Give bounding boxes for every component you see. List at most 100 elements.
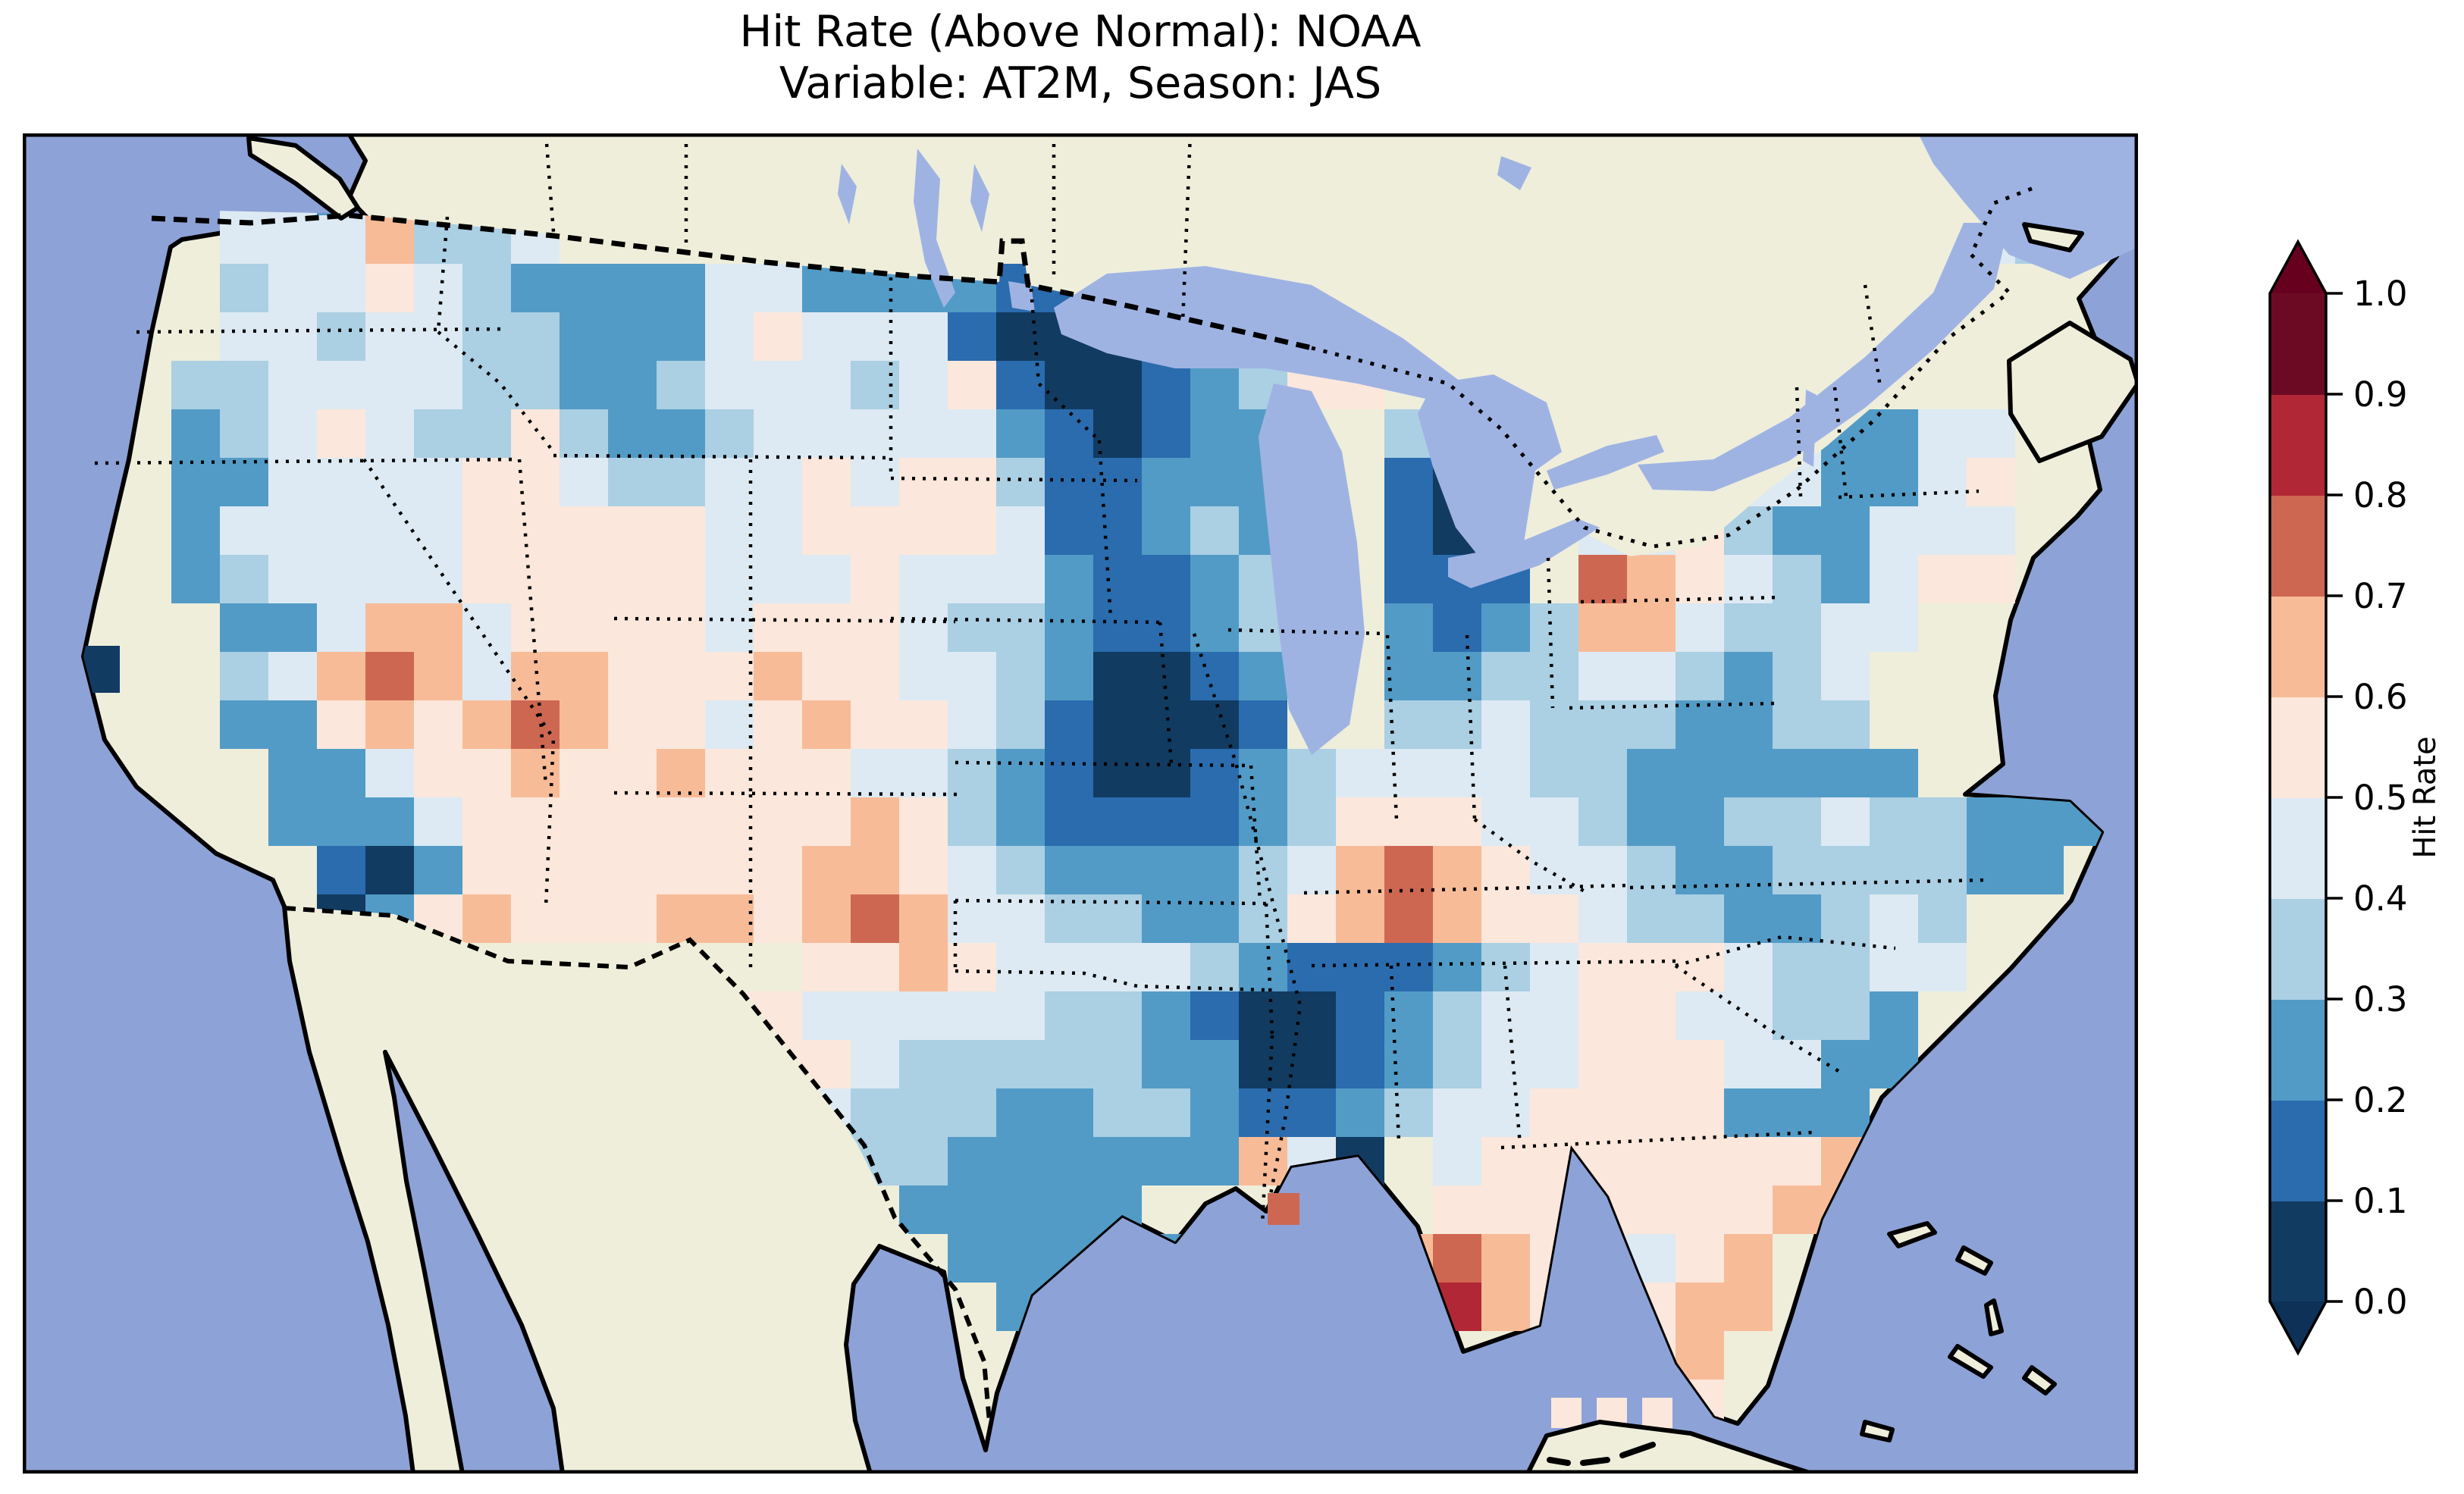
lake-of-the-woods — [1008, 281, 1035, 312]
heat-cell — [365, 846, 414, 894]
heat-cell — [317, 797, 365, 846]
heat-cell — [1676, 555, 1724, 603]
heat-cell — [1287, 894, 1336, 943]
bahamas-island — [1948, 1344, 1993, 1379]
heat-cell — [317, 603, 365, 652]
heat-cell — [1481, 603, 1530, 652]
heat-cell — [1578, 894, 1627, 943]
heat-cell — [899, 506, 948, 555]
heat-cell — [1093, 846, 1142, 894]
heat-cell — [802, 894, 851, 943]
colorbar-tick-label: 0.7 — [2353, 576, 2408, 616]
heat-cell — [705, 894, 754, 943]
heat-cell — [511, 846, 560, 894]
heat-cell — [1724, 943, 1773, 991]
lake-champlain — [1803, 390, 1817, 467]
bahamas-island — [1984, 1298, 2004, 1336]
heat-cell — [1918, 943, 1967, 991]
heat-cell — [1045, 1137, 1093, 1185]
heat-cell — [1142, 1137, 1190, 1185]
heat-cell — [1481, 1283, 1530, 1331]
heat-cell — [1239, 700, 1287, 749]
heat-cell — [365, 312, 414, 361]
heat-cell — [1287, 943, 1336, 991]
heat-cell — [705, 700, 754, 749]
heat-cell — [1578, 991, 1627, 1040]
heat-cell — [365, 361, 414, 409]
heat-cell — [1433, 700, 1481, 749]
heat-cell — [1239, 652, 1287, 700]
heat-cell — [560, 264, 608, 312]
heat-cell — [1821, 652, 1870, 700]
lake-erie — [1448, 518, 1600, 588]
heat-cell — [1578, 1088, 1627, 1137]
heat-cell — [414, 846, 462, 894]
heat-cell — [899, 943, 948, 991]
heat-cell — [220, 652, 268, 700]
heat-cell — [1676, 991, 1724, 1040]
colorbar-tick-label: 0.0 — [2353, 1282, 2408, 1322]
heat-cell — [1093, 555, 1142, 603]
heat-cell — [1918, 409, 1967, 458]
heat-cell — [365, 700, 414, 749]
heat-cell — [608, 312, 657, 361]
heat-cell — [1239, 749, 1287, 797]
heat-cell — [1190, 749, 1239, 797]
heat-cell — [1724, 1185, 1773, 1234]
heat-cell — [171, 409, 220, 458]
heat-cell — [802, 652, 851, 700]
heat-cell — [657, 749, 705, 797]
heat-cell — [511, 652, 560, 700]
heat-cell — [462, 894, 511, 943]
st-lawrence-river — [1638, 223, 2009, 491]
heat-cell — [414, 555, 462, 603]
colorbar-tick-label: 0.4 — [2353, 879, 2408, 919]
heat-cell — [1773, 555, 1821, 603]
heat-cell — [802, 991, 851, 1040]
heat-cell — [2015, 797, 2064, 846]
heat-cell — [268, 797, 317, 846]
heat-cell — [1967, 555, 2015, 603]
heat-cell — [802, 312, 851, 361]
heat-cell — [317, 361, 365, 409]
heat-cell — [171, 555, 220, 603]
heat-cell — [317, 409, 365, 458]
heat-cell — [1821, 700, 1870, 749]
heat-cell — [268, 603, 317, 652]
heat-cell — [1045, 846, 1093, 894]
heat-cell — [608, 555, 657, 603]
heat-cell — [414, 458, 462, 506]
heat-cell — [317, 846, 365, 894]
heat-cell — [1336, 1040, 1384, 1088]
heat-cell — [851, 458, 899, 506]
heat-cell — [1918, 555, 1967, 603]
heat-cell — [1724, 1283, 1773, 1331]
heat-cell — [899, 1040, 948, 1088]
heat-cell — [1967, 458, 2015, 506]
heat-cell — [1627, 1137, 1676, 1185]
heat-cell — [657, 894, 705, 943]
heat-cell — [1724, 1040, 1773, 1088]
heat-cell — [560, 603, 608, 652]
heat-cell — [1336, 943, 1384, 991]
heat-cell — [802, 361, 851, 409]
heat-cell — [996, 991, 1045, 1040]
heat-cell — [1724, 846, 1773, 894]
heat-cell — [1530, 1088, 1578, 1137]
heat-cell — [1627, 700, 1676, 749]
heat-cell — [851, 700, 899, 749]
heat-cell — [899, 555, 948, 603]
heat-cell — [560, 894, 608, 943]
heat-cell — [560, 700, 608, 749]
heat-cell — [996, 797, 1045, 846]
heat-cell — [851, 652, 899, 700]
heat-cell — [996, 458, 1045, 506]
heat-cell — [1142, 603, 1190, 652]
heat-cell — [657, 603, 705, 652]
florida-keys — [1547, 1442, 1656, 1466]
heat-cell — [1093, 1040, 1142, 1088]
heat-cell — [462, 603, 511, 652]
heat-cell — [1918, 894, 1967, 943]
heat-cell — [1578, 749, 1627, 797]
heat-cell — [996, 846, 1045, 894]
